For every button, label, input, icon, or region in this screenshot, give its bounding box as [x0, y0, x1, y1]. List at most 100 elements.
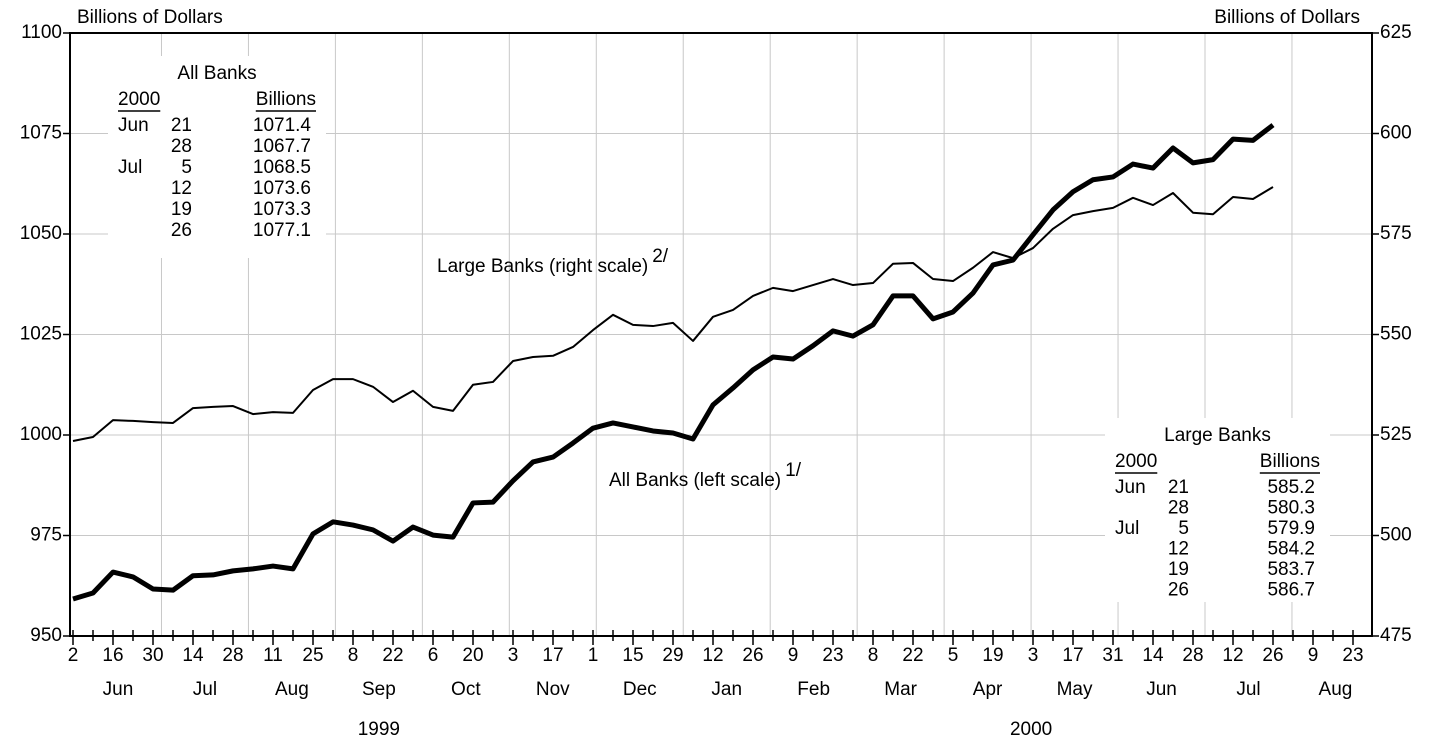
table-day: 5 — [1178, 518, 1189, 539]
month-label: Sep — [362, 679, 396, 700]
table-day: 26 — [1168, 580, 1189, 601]
table-value: 1068.5 — [253, 157, 311, 178]
x-tick-label: 9 — [788, 645, 799, 666]
table-month: Jul — [1115, 518, 1139, 539]
y-tick-label: 1025 — [20, 324, 62, 345]
x-tick-label: 25 — [302, 645, 323, 666]
x-tick-label: 28 — [1182, 645, 1203, 666]
month-label: Jan — [711, 679, 742, 700]
month-label: Jul — [193, 679, 217, 700]
x-tick-label: 5 — [948, 645, 959, 666]
table-background — [108, 56, 326, 258]
month-label: Jun — [1146, 679, 1177, 700]
table-value: 1067.7 — [253, 136, 311, 157]
series-line — [72, 186, 1274, 443]
year-label: 2000 — [1010, 719, 1052, 738]
x-tick-label: 23 — [822, 645, 843, 666]
y-tick-label: 1075 — [20, 123, 62, 144]
y2-axis-title: Billions of Dollars — [1214, 7, 1360, 28]
x-tick-label: 17 — [542, 645, 563, 666]
table-value: 1077.1 — [253, 220, 311, 241]
month-label: Aug — [275, 679, 309, 700]
x-tick-label: 29 — [662, 645, 683, 666]
x-tick-label: 20 — [462, 645, 483, 666]
series-note: 2/ — [652, 246, 669, 267]
x-tick-label: 3 — [508, 645, 519, 666]
y2-tick-label: 550 — [1380, 324, 1412, 345]
y-tick-label: 1050 — [20, 223, 62, 244]
table-day: 19 — [1168, 559, 1189, 580]
table-value: 580.3 — [1267, 498, 1315, 519]
x-tick-label: 8 — [348, 645, 359, 666]
y-tick-label: 1000 — [20, 424, 62, 445]
table-day: 19 — [171, 199, 192, 220]
x-tick-label: 11 — [263, 645, 283, 666]
table-value: 1073.3 — [253, 199, 311, 220]
month-label: Jun — [103, 679, 134, 700]
x-tick-label: 26 — [742, 645, 763, 666]
x-tick-label: 31 — [1102, 645, 1123, 666]
table-title: All Banks — [177, 63, 256, 84]
x-tick-label: 22 — [902, 645, 923, 666]
x-tick-label: 30 — [142, 645, 163, 666]
x-tick-label: 28 — [222, 645, 243, 666]
x-tick-label: 12 — [702, 645, 723, 666]
x-tick-label: 23 — [1342, 645, 1363, 666]
series-name: All Banks (left scale) — [609, 470, 781, 491]
y2-tick-label: 475 — [1380, 625, 1412, 646]
y2-tick-label: 500 — [1380, 525, 1412, 546]
y-tick-label: 975 — [30, 525, 62, 546]
y2-tick-label: 625 — [1380, 22, 1412, 43]
table-month: Jun — [118, 115, 149, 136]
series-label: All Banks (left scale) 1/ — [609, 460, 802, 491]
table-header: 2000 — [1115, 451, 1157, 472]
y2-tick-label: 525 — [1380, 424, 1412, 445]
table-month: Jul — [118, 157, 142, 178]
x-tick-label: 22 — [382, 645, 403, 666]
month-label: Jul — [1236, 679, 1260, 700]
year-label: 1999 — [358, 719, 400, 738]
table-value: 579.9 — [1267, 518, 1315, 539]
table-header: 2000 — [118, 89, 160, 110]
table-background — [1105, 418, 1330, 602]
x-tick-label: 14 — [182, 645, 204, 666]
series-label: Large Banks (right scale) 2/ — [437, 246, 669, 277]
x-tick-label: 2 — [68, 645, 79, 666]
table-value: 585.2 — [1267, 477, 1315, 498]
table-day: 21 — [1168, 477, 1189, 498]
series-name: Large Banks (right scale) — [437, 256, 648, 277]
table-day: 5 — [181, 157, 192, 178]
month-label: May — [1057, 679, 1093, 700]
table-day: 12 — [1168, 539, 1189, 560]
x-tick-label: 14 — [1142, 645, 1164, 666]
x-tick-label: 16 — [102, 645, 123, 666]
series-note: 1/ — [785, 460, 802, 481]
y2-tick-label: 575 — [1380, 223, 1412, 244]
y-tick-label: 950 — [30, 625, 62, 646]
month-label: Oct — [451, 679, 481, 700]
table-value: 584.2 — [1267, 539, 1315, 560]
x-tick-label: 12 — [1222, 645, 1243, 666]
table-value: 586.7 — [1267, 580, 1315, 601]
x-tick-label: 3 — [1028, 645, 1039, 666]
table-value: 1071.4 — [253, 115, 312, 136]
x-tick-label: 8 — [868, 645, 879, 666]
series-line — [72, 123, 1275, 602]
table-value: 583.7 — [1267, 559, 1315, 580]
table-header: Billions — [1260, 451, 1320, 472]
y-axis-title: Billions of Dollars — [77, 7, 223, 28]
x-tick-label: 9 — [1308, 645, 1319, 666]
x-tick-label: 19 — [982, 645, 1003, 666]
y2-tick-label: 600 — [1380, 123, 1412, 144]
month-label: Mar — [884, 679, 917, 700]
table-day: 21 — [171, 115, 192, 136]
table-day: 26 — [171, 220, 192, 241]
table-header: Billions — [256, 89, 316, 110]
x-tick-label: 17 — [1062, 645, 1083, 666]
table-day: 28 — [1168, 498, 1189, 519]
table-day: 28 — [171, 136, 192, 157]
month-label: Aug — [1319, 679, 1353, 700]
month-label: Feb — [797, 679, 830, 700]
y-tick-label: 1100 — [21, 22, 62, 43]
